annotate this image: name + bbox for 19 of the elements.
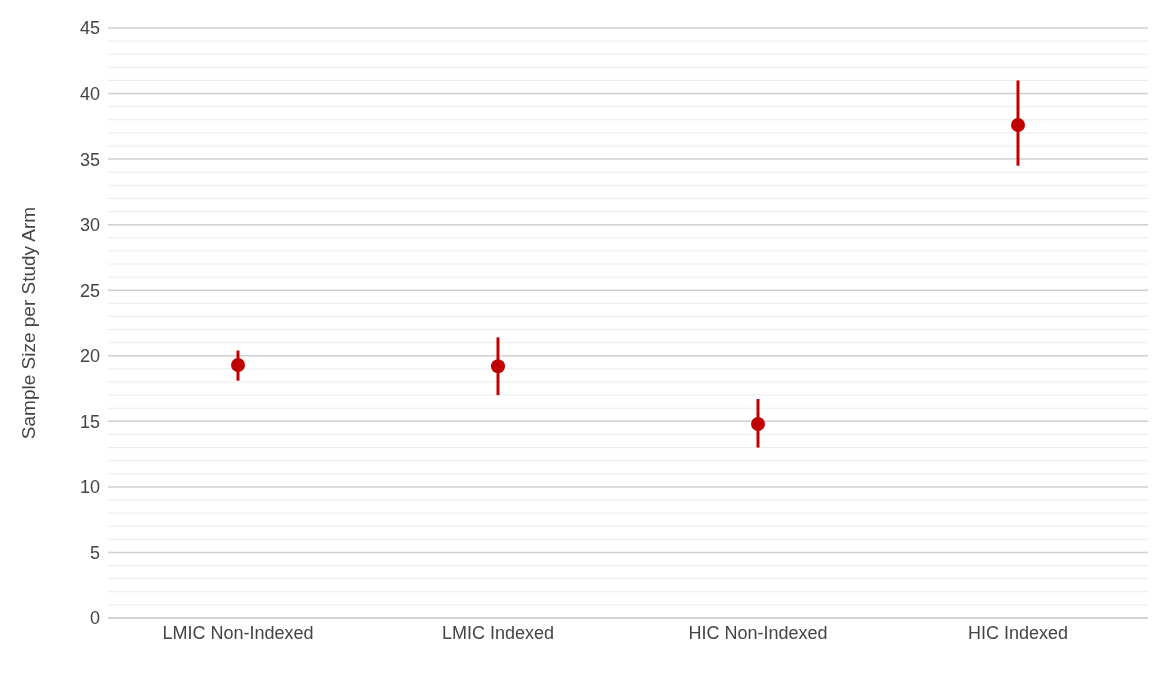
y-axis-title: Sample Size per Study Arm [17,206,39,440]
y-tick-label: 45 [79,18,100,39]
point [1011,118,1025,133]
y-tick-label: 0 [89,608,100,629]
y-tick-label: 20 [79,346,100,367]
y-tick-label: 15 [79,411,100,432]
y-tick-label: 5 [89,542,100,563]
x-tick-label: LMIC Indexed [441,622,555,643]
x-tick-label: HIC Indexed [967,622,1069,643]
x-tick-label: HIC Non-Indexed [688,622,828,643]
y-tick-label: 25 [79,280,100,301]
x-tick-label: LMIC Non-Indexed [162,622,314,643]
y-tick-label: 35 [79,149,100,170]
point [231,357,245,372]
point [491,359,505,374]
y-tick-label: 10 [79,477,100,498]
y-tick-label: 40 [79,83,100,104]
point [751,416,765,431]
y-tick-label: 30 [79,215,100,236]
